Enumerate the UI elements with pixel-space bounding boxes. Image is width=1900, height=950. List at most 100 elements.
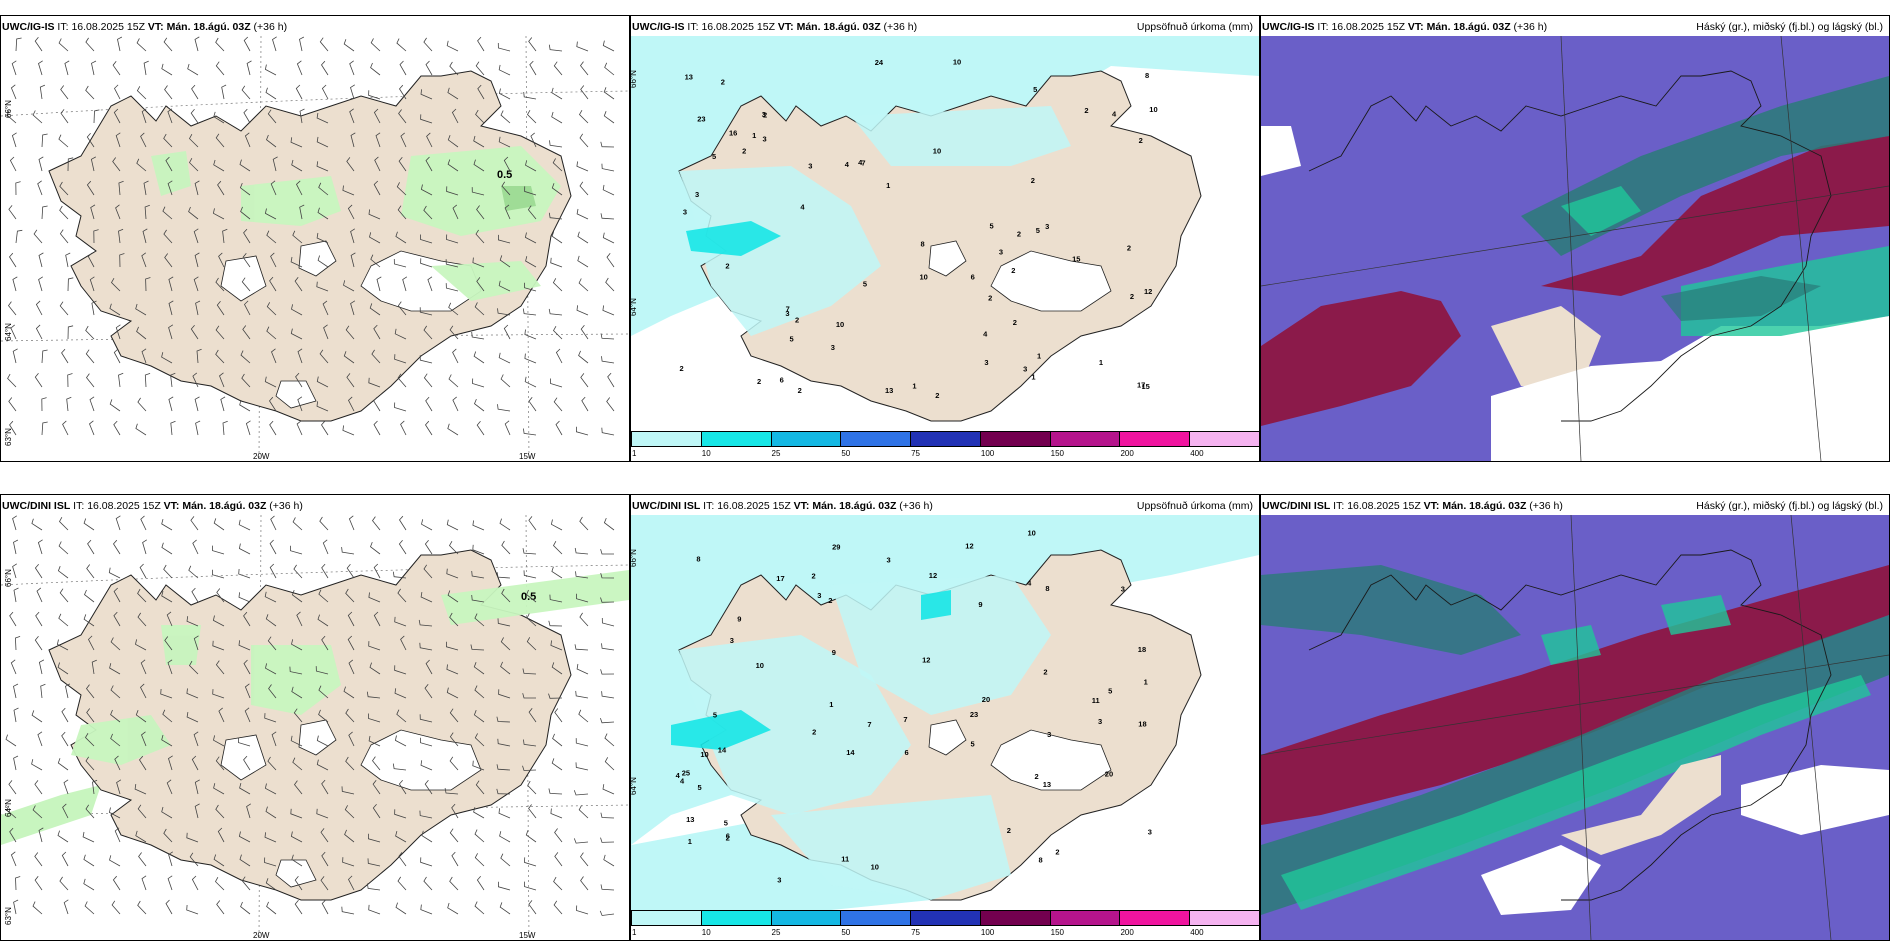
cloud-title: Háský (gr.), miðský (fj.bl.) og lágský (… [1696, 500, 1883, 512]
wind-barb [39, 84, 46, 100]
precip-value-label: 2 [1013, 318, 1017, 327]
wind-barb [554, 828, 563, 843]
wind-barb [603, 111, 615, 124]
wind-barb [170, 372, 176, 388]
wind-barb [38, 276, 44, 292]
wind-barb [370, 254, 381, 268]
wind-barb [186, 688, 199, 699]
wind-barb [477, 36, 485, 52]
precip-value-label: 12 [1144, 287, 1152, 296]
wind-barb [266, 302, 277, 316]
wind-barb [341, 786, 355, 795]
wind-barb [244, 300, 251, 316]
wind-barb [92, 779, 98, 795]
wind-barb [323, 324, 329, 340]
wind-barb [163, 37, 173, 52]
wind-barb [115, 204, 121, 220]
colorbar-tick: 1 [632, 928, 637, 937]
wind-barb [553, 876, 563, 891]
wind-barb [290, 545, 303, 555]
precip-value-label: 1 [829, 700, 833, 709]
wind-barb [527, 780, 537, 795]
wind-barb [63, 779, 69, 795]
wind-barb [579, 516, 589, 531]
wind-barb [34, 852, 43, 867]
wind-barb [291, 686, 303, 699]
wind-barb [578, 109, 589, 124]
wind-barb [38, 659, 45, 675]
panel-header: UWC/DINI ISL IT: 16.08.2025 15Z VT: Mán.… [632, 500, 1253, 512]
wind-barb [191, 875, 199, 891]
precip-value-label: 7 [786, 305, 790, 314]
wind-barb [548, 693, 563, 699]
wind-barb [189, 660, 199, 675]
wind-barb [394, 809, 407, 819]
wind-barb [167, 108, 173, 124]
wind-barb [238, 519, 251, 531]
precip-value-label: 5 [713, 710, 717, 719]
wind-map: 0.5 [1, 515, 629, 940]
wind-barb [446, 40, 459, 52]
wind-barb [604, 733, 615, 747]
wind-barb [446, 186, 459, 196]
wind-barb [447, 87, 459, 100]
cloud-map-panel-row1: UWC/IG-IS IT: 16.08.2025 15Z VT: Mán. 18… [1260, 15, 1890, 462]
precip-value-label: 5 [724, 819, 728, 828]
wind-barb [427, 276, 433, 292]
wind-barb [265, 614, 277, 627]
wind-barb [143, 60, 149, 76]
wind-barb [474, 398, 485, 412]
wind-barb [420, 89, 433, 100]
wind-barb [238, 737, 251, 747]
wind-barb [189, 852, 199, 867]
wind-barb [87, 252, 95, 268]
wind-barb [244, 683, 251, 699]
wind-barb [91, 659, 97, 675]
precip-value-label: 1 [752, 131, 756, 140]
wind-barb [213, 159, 225, 172]
wind-barb [446, 519, 459, 531]
precip-value-label: 10 [1028, 529, 1036, 538]
wind-barb [420, 234, 433, 244]
wind-barb [498, 88, 511, 100]
wind-barb [368, 209, 381, 220]
wind-barb [194, 779, 200, 795]
wind-barb [345, 588, 355, 603]
colorbar-tick: 50 [841, 928, 851, 937]
wind-barb [267, 109, 277, 124]
wind-barb [376, 276, 382, 292]
lead-time: (+36 h) [1513, 21, 1548, 33]
wind-barb [473, 807, 485, 819]
wind-barb [93, 229, 99, 244]
wind-barb [299, 36, 305, 52]
wind-barb [500, 637, 511, 651]
wind-barb [348, 515, 355, 531]
wind-barb [67, 325, 74, 340]
wind-barb [264, 64, 277, 76]
wind-barb [396, 38, 407, 52]
wind-barb [419, 307, 433, 316]
vt-time: Mán. 18.ágú. 03Z [1442, 500, 1527, 512]
wind-barb [34, 37, 43, 52]
wind-barb [346, 564, 355, 579]
wind-barb [549, 140, 563, 148]
wind-barb [31, 710, 43, 723]
wind-barb [217, 827, 225, 843]
wind-barb [295, 372, 303, 388]
wind-barb [452, 348, 459, 364]
wind-barb [168, 851, 174, 867]
precip-value-label: 1 [1031, 373, 1035, 382]
wind-barb [394, 354, 407, 364]
wind-barb [553, 900, 563, 915]
precip-value-label: 3 [1121, 584, 1125, 593]
wind-barb [41, 349, 48, 364]
wind-barb [162, 206, 173, 220]
wind-barb [294, 900, 303, 915]
wind-barb [529, 60, 537, 76]
wind-barb [550, 808, 563, 819]
wind-barb [348, 731, 355, 747]
wind-barb [472, 544, 485, 555]
wind-barb [350, 300, 356, 316]
wind-barb [59, 517, 69, 531]
